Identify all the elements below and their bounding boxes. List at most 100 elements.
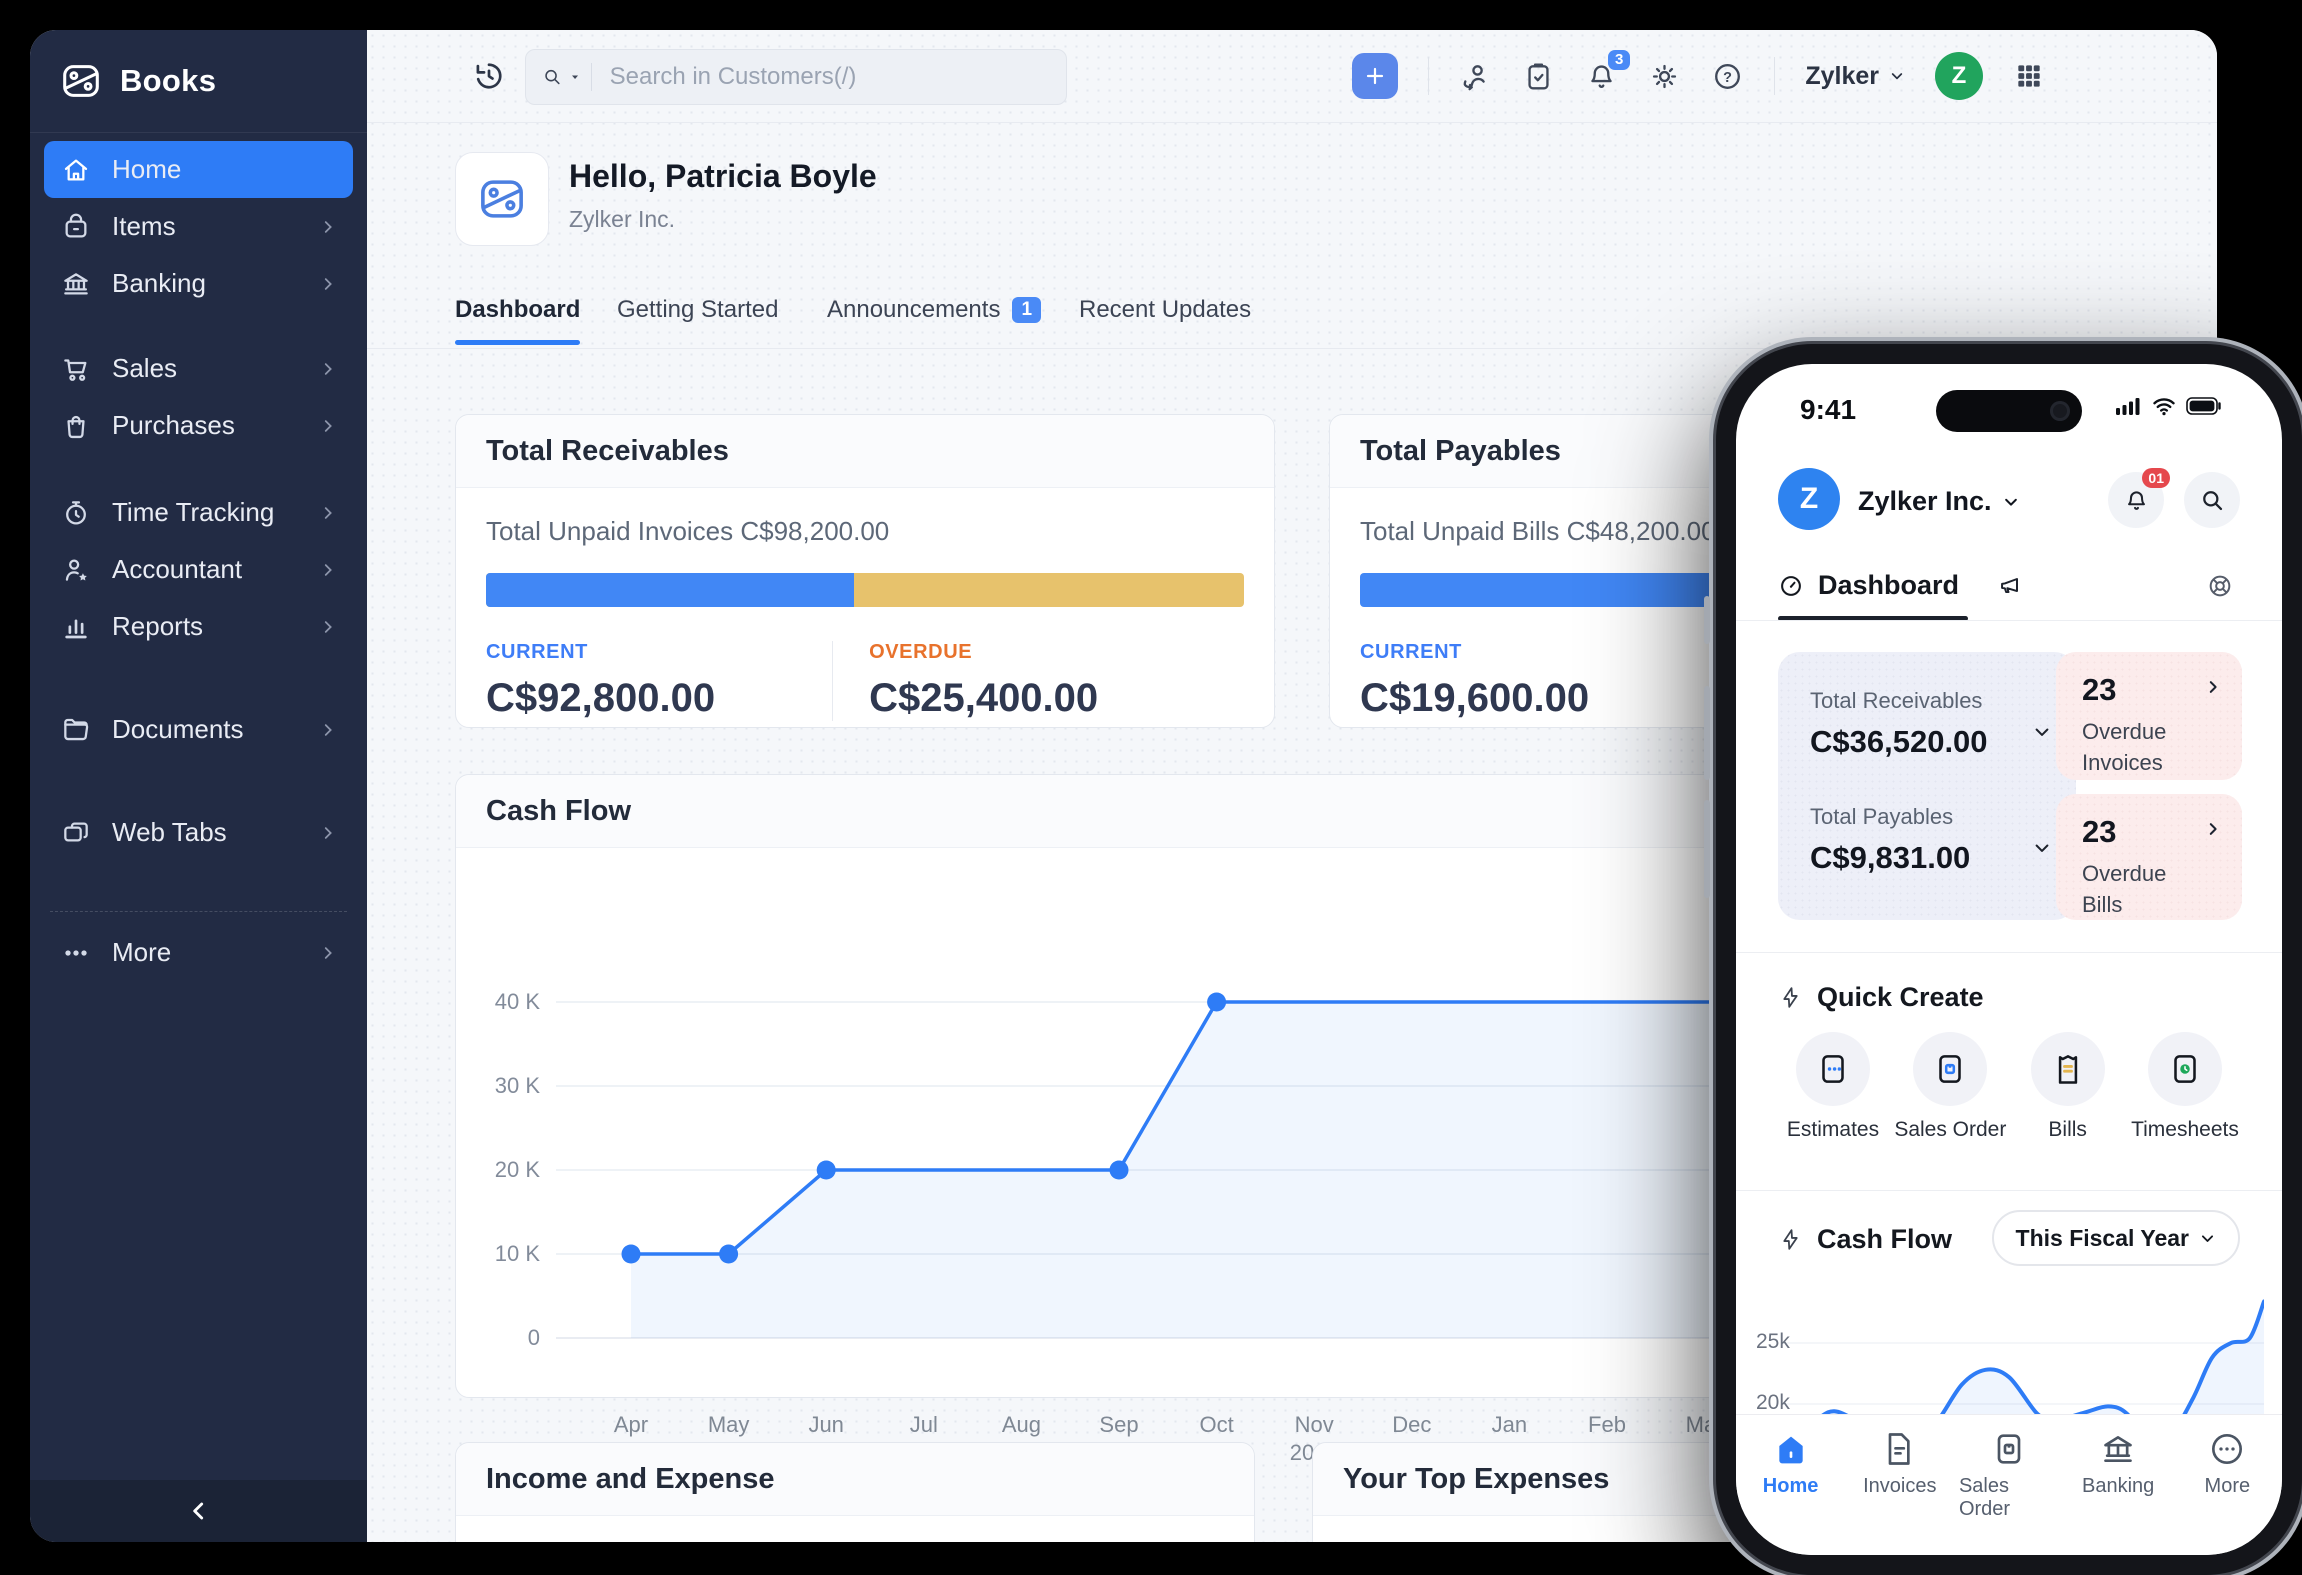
overdue-bills-label: Overdue Bills: [2082, 861, 2167, 917]
phone-org-avatar[interactable]: Z: [1778, 468, 1840, 530]
notifications-button[interactable]: 3: [1585, 49, 1631, 93]
phone-divider: [1736, 1190, 2282, 1191]
phone-notifications-button[interactable]: 01: [2108, 468, 2170, 528]
nav-invoices[interactable]: Invoices: [1850, 1429, 1950, 1555]
topbar: 3 ? Zylker Z: [367, 30, 2217, 123]
tab-dashboard[interactable]: Dashboard: [455, 296, 581, 345]
lifering-icon[interactable]: [2206, 572, 2234, 600]
overdue-invoices-label: Overdue Invoices: [2082, 719, 2167, 775]
megaphone-icon[interactable]: [1996, 572, 2024, 600]
phone-org-switcher[interactable]: Zylker Inc.: [1858, 486, 2020, 517]
fiscal-year-selector[interactable]: This Fiscal Year: [1991, 1210, 2240, 1266]
search-input[interactable]: [607, 62, 1050, 92]
accountant-icon: [65, 559, 87, 581]
sidebar-item-reports[interactable]: Reports: [44, 598, 353, 655]
phone-payables[interactable]: Total Payables C$9,831.00: [1810, 804, 2052, 876]
apps-grid-icon[interactable]: [2013, 60, 2045, 92]
tab-announcements[interactable]: Announcements 1: [827, 296, 1042, 324]
phone-tab-dashboard[interactable]: Dashboard: [1778, 570, 1959, 601]
sidebar-item-documents[interactable]: Documents: [44, 701, 353, 758]
chevron-right-icon: [324, 362, 332, 375]
nav-banking[interactable]: Banking: [2068, 1429, 2168, 1555]
quick-create-label: Sales Order: [1894, 1118, 2007, 1141]
nav-label: Sales Order: [1958, 1475, 2011, 1520]
phone-screen: 9:41 Z Zylker Inc. 01: [1736, 364, 2282, 1555]
overdue-bills-card[interactable]: 23 Overdue Bills: [2056, 794, 2242, 920]
quick-create-timesheets[interactable]: Timesheets: [2130, 1032, 2240, 1142]
org-switcher[interactable]: Zylker: [1805, 62, 1905, 91]
unpaid-invoices-text: Total Unpaid Invoices C$98,200.00: [486, 516, 890, 546]
home-icon: [1778, 1436, 1803, 1464]
nav-home[interactable]: Home: [1741, 1429, 1841, 1555]
tasks-button[interactable]: [1522, 60, 1555, 93]
nav-label: Banking: [2082, 1475, 2155, 1497]
overdue-invoices-card[interactable]: 23 Overdue Invoices: [2056, 652, 2242, 780]
search-icon: [2202, 490, 2222, 510]
clipboard-check-icon: [1528, 63, 1549, 89]
sidebar-item-web-tabs[interactable]: Web Tabs: [44, 804, 353, 861]
sidebar-item-items[interactable]: Items: [44, 198, 353, 255]
quick-create-sales-order[interactable]: Sales Order: [1894, 1032, 2007, 1142]
quick-create-title: Quick Create: [1778, 982, 1984, 1013]
user-avatar[interactable]: Z: [1935, 52, 1983, 100]
topbar-actions: 3 ? Zylker Z: [1352, 30, 2045, 122]
settings-button[interactable]: [1648, 60, 1681, 93]
chevron-right-icon: [324, 506, 332, 519]
receivables-current-segment: [486, 573, 854, 607]
receivables-overdue: OVERDUE C$25,400.00: [832, 641, 1244, 721]
total-receivables-card: Total Receivables Total Unpaid Invoices …: [455, 414, 1275, 728]
org-logo-tile: [455, 152, 549, 246]
sidebar-item-home[interactable]: Home: [44, 141, 353, 198]
sidebar-collapse-button[interactable]: [30, 1480, 367, 1542]
quick-create-estimates[interactable]: Estimates: [1778, 1032, 1888, 1142]
phone-tab-underline: [1778, 616, 1968, 621]
quick-create-bills[interactable]: Bills: [2013, 1032, 2123, 1142]
overdue-label: OVERDUE: [869, 641, 973, 663]
referral-icon: [1464, 64, 1486, 90]
sidebar-item-time-tracking[interactable]: Time Tracking: [44, 484, 353, 541]
sidebar-item-banking[interactable]: Banking: [44, 255, 353, 312]
history-icon[interactable]: [471, 58, 507, 94]
app-logo: Books: [30, 30, 367, 133]
chevron-down-icon[interactable]: [2032, 722, 2052, 742]
wifi-icon: [2153, 398, 2175, 416]
receivables-value: C$36,520.00: [1810, 724, 1988, 759]
sidebar-item-sales[interactable]: Sales: [44, 340, 353, 397]
sidebar-item-purchases[interactable]: Purchases: [44, 397, 353, 454]
nav-label: Invoices: [1863, 1475, 1937, 1497]
tab-recent-updates[interactable]: Recent Updates: [1079, 296, 1251, 324]
quick-add-button[interactable]: [1352, 53, 1399, 99]
overdue-amount: C$25,400.00: [869, 676, 1099, 720]
phone-mockup: 9:41 Z Zylker Inc. 01: [1704, 344, 2302, 1575]
chevron-down-icon[interactable]: [2032, 838, 2052, 858]
sales-order-icon: [1997, 1434, 2021, 1464]
folder-icon: [64, 718, 89, 740]
phone-receivables[interactable]: Total Receivables C$36,520.00: [1810, 688, 2052, 760]
sidebar-item-more[interactable]: More: [44, 924, 353, 981]
bank-icon: [2104, 1436, 2132, 1462]
payables-value: C$9,831.00: [1810, 840, 1971, 875]
chevron-down-icon[interactable]: [569, 70, 581, 84]
sidebar-divider: [50, 911, 347, 912]
sales-order-icon: [1913, 1032, 1988, 1106]
phone-search-button[interactable]: [2184, 472, 2240, 528]
chevron-right-icon: [324, 946, 332, 959]
nav-more[interactable]: More: [2177, 1429, 2277, 1555]
chevron-right-icon: [324, 277, 332, 290]
books-logo-icon: [63, 65, 99, 97]
nav-sales-order[interactable]: Sales Order: [1959, 1429, 2059, 1555]
home-icon: [64, 159, 88, 180]
referral-button[interactable]: [1459, 60, 1492, 93]
phone-bottom-nav: Home Invoices Sales Order Banking More: [1736, 1414, 2282, 1555]
dynamic-island: [1936, 390, 2082, 432]
section-title: Quick Create: [1817, 982, 1984, 1012]
bolt-icon: [1783, 987, 1798, 1008]
sidebar-item-accountant[interactable]: Accountant: [44, 541, 353, 598]
quick-create-row: Estimates Sales Order Bills: [1736, 1032, 2282, 1142]
bills-icon: [2030, 1032, 2105, 1106]
status-time: 9:41: [1800, 394, 1857, 425]
quick-create-label: Bills: [2048, 1118, 2087, 1141]
tab-getting-started[interactable]: Getting Started: [617, 296, 778, 324]
help-button[interactable]: ?: [1711, 60, 1744, 93]
